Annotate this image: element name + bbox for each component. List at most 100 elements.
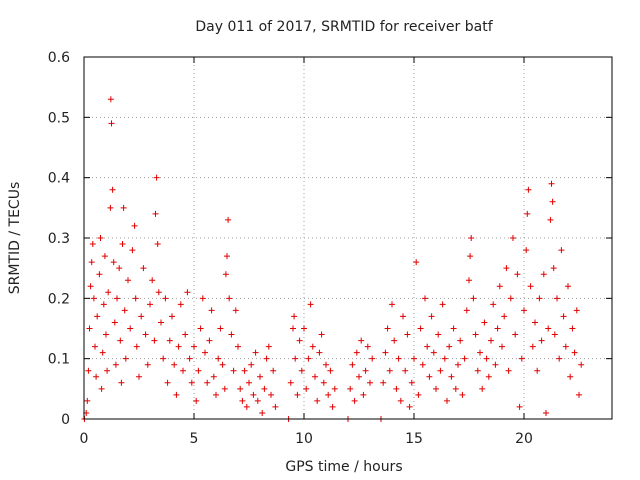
data-point (437, 367, 444, 374)
data-point (265, 343, 272, 350)
y-tick-label: 0 (61, 412, 70, 428)
data-point (380, 379, 387, 386)
data-point (468, 235, 475, 241)
data-point (292, 355, 299, 362)
data-point (439, 301, 446, 308)
data-point (259, 409, 266, 416)
data-point (232, 307, 239, 314)
data-point (213, 391, 219, 398)
data-point (461, 355, 468, 362)
data-point (303, 385, 310, 392)
data-point (494, 325, 501, 332)
data-point (481, 319, 488, 326)
data-point (312, 373, 318, 380)
data-point (142, 331, 149, 338)
data-point (483, 355, 490, 362)
data-point (360, 391, 367, 398)
data-point (455, 361, 461, 368)
data-point (182, 331, 189, 338)
data-point (105, 289, 112, 296)
y-tick-label: 0.4 (48, 171, 70, 187)
data-point (248, 361, 255, 368)
data-point (217, 325, 224, 332)
data-point (291, 313, 298, 320)
data-point (395, 355, 402, 362)
data-point (151, 337, 158, 344)
data-point (527, 283, 534, 290)
data-point (160, 355, 167, 362)
y-axis-label: SRMTID / TECUs (7, 182, 23, 295)
data-point (116, 265, 123, 272)
axis-ticks (83, 56, 612, 420)
data-point (92, 343, 98, 350)
data-point (98, 385, 105, 392)
data-point (290, 325, 296, 332)
data-point (222, 271, 229, 278)
data-point (154, 241, 161, 248)
data-point (397, 397, 404, 404)
data-point (153, 174, 160, 181)
data-point (573, 307, 580, 314)
data-point (122, 355, 129, 362)
data-point (402, 367, 409, 374)
data-point (184, 289, 191, 296)
y-tick-label: 0.5 (48, 110, 70, 126)
data-point (138, 313, 145, 320)
data-point (193, 397, 200, 404)
data-point (459, 391, 466, 398)
y-tick-label: 0.3 (48, 231, 70, 247)
y-tick-label: 0.6 (48, 50, 70, 66)
data-point (536, 295, 543, 302)
data-point (100, 301, 107, 308)
data-point (540, 271, 547, 278)
data-point (204, 379, 211, 386)
data-point (351, 397, 358, 404)
data-point (477, 349, 483, 356)
data-point (158, 319, 164, 326)
data-point (226, 295, 233, 302)
data-point (534, 367, 541, 374)
data-point (296, 337, 303, 344)
data-point (287, 379, 294, 386)
data-point (320, 379, 327, 386)
data-point (263, 355, 270, 362)
data-point (210, 373, 217, 380)
x-tick-label: 20 (515, 431, 533, 447)
data-point (505, 367, 512, 374)
data-point (96, 271, 103, 278)
data-point (413, 259, 420, 266)
data-point (485, 373, 492, 380)
data-point (133, 343, 140, 350)
data-point (415, 391, 422, 398)
data-point (136, 373, 142, 380)
data-point (523, 247, 530, 254)
data-point (111, 319, 118, 326)
data-point (188, 379, 195, 386)
data-point (246, 379, 252, 386)
data-point (529, 343, 536, 350)
data-point (169, 313, 175, 320)
data-point (89, 241, 96, 248)
data-point (125, 277, 131, 284)
data-point (97, 235, 104, 241)
data-point (349, 361, 356, 368)
data-point (512, 331, 519, 338)
data-point (120, 204, 127, 211)
data-point (108, 120, 115, 127)
data-point (426, 373, 433, 380)
data-point (109, 186, 116, 193)
data-point (254, 397, 261, 404)
data-point (191, 343, 197, 350)
data-point (104, 367, 111, 374)
data-point (118, 379, 125, 386)
data-point (162, 295, 169, 302)
data-point (556, 355, 563, 362)
data-point (88, 259, 95, 266)
data-point (180, 367, 186, 374)
data-point (230, 367, 237, 374)
data-point (252, 349, 259, 356)
y-tick-label: 0.1 (48, 352, 70, 368)
data-point (547, 216, 554, 223)
data-point (149, 277, 156, 284)
data-point (94, 313, 101, 320)
